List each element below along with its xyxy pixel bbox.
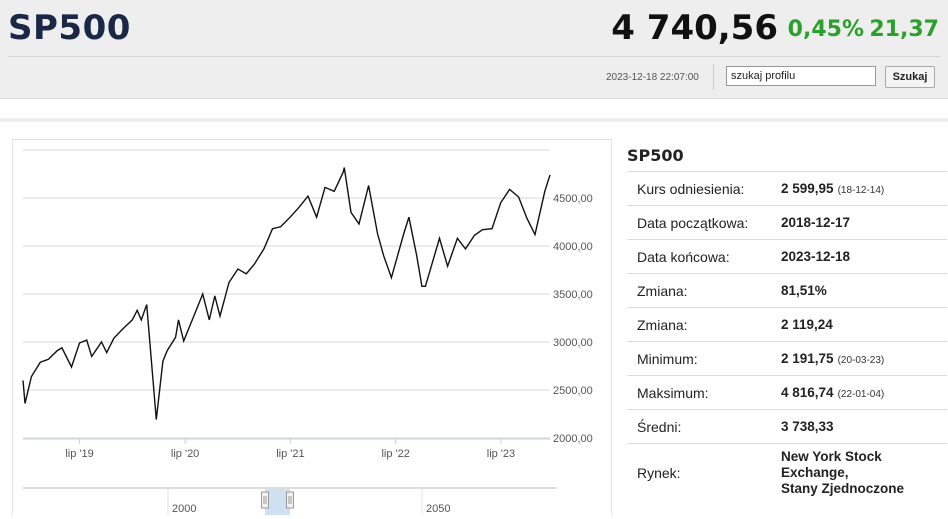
info-label: Zmiana: [627, 307, 781, 342]
info-row: Data początkowa: 2018-12-17 [627, 205, 947, 240]
info-value-cell: 2 119,24 [781, 307, 947, 342]
info-value: 2 599,95 [781, 181, 834, 196]
info-value-cell: 2 191,75 (20-03-23) [781, 341, 947, 376]
info-label: Data początkowa: [627, 205, 781, 240]
info-table: Kurs odniesienia: 2 599,95 (18-12-14) Data … [627, 171, 947, 502]
info-row: Data końcowa: 2023-12-18 [627, 239, 947, 274]
info-value-cell: 2023-12-18 [781, 239, 947, 274]
navigator-label: 2050 [426, 503, 450, 515]
info-row: Zmiana: 81,51% [627, 273, 947, 308]
info-value: 3 738,33 [781, 419, 834, 434]
info-row-market: Rynek: New York Stock Exchange, Stany Zjedn… [627, 443, 947, 502]
navigator-handle [286, 491, 294, 509]
x-tick-label: lip '21 [276, 448, 304, 460]
info-value: 2 119,24 [781, 317, 833, 332]
timestamp: 2023-12-18 22:07:00 [606, 72, 699, 83]
info-label: Data końcowa: [627, 239, 781, 274]
info-row: Minimum: 2 191,75 (20-03-23) [627, 341, 947, 376]
info-value-cell: 81,51% [781, 273, 947, 308]
last-price: 4 740,56 [611, 8, 778, 48]
info-date-note: (22-01-04) [837, 389, 885, 400]
market-line: Exchange, [781, 465, 849, 480]
info-label: Średni: [627, 409, 781, 444]
range-navigator[interactable]: 2000 2050 [23, 487, 557, 515]
y-tick-label: 3000,00 [553, 337, 593, 349]
chart-grid [23, 149, 550, 439]
info-value: 2 191,75 [781, 351, 834, 366]
info-value: 4 816,74 [781, 385, 834, 400]
x-tick-label: lip '19 [65, 448, 93, 460]
info-label: Kurs odniesienia: [627, 171, 781, 206]
quote-header: SP500 4 740,56 0,45% 21,37 2023-12-18 22… [0, 0, 948, 99]
toolbar-divider [713, 64, 714, 90]
x-tick-label: lip '22 [381, 448, 409, 460]
market-line: Stany Zjednoczone [781, 481, 905, 496]
market-value: New York Stock Exchange, Stany Zjednoczone [781, 443, 947, 502]
info-value-cell: 2 599,95 (18-12-14) [781, 171, 947, 206]
header-divider [8, 56, 940, 57]
y-tick-label: 4000,00 [553, 241, 593, 253]
info-row: Maksimum: 4 816,74 (22-01-04) [627, 375, 947, 410]
info-value-cell: 3 738,33 [781, 409, 947, 444]
y-tick-label: 4500,00 [553, 193, 593, 205]
y-tick-label: 2500,00 [553, 385, 593, 397]
info-value: 2018-12-17 [781, 215, 851, 230]
symbol-title: SP500 [8, 8, 131, 48]
info-date-note: (18-12-14) [837, 185, 885, 196]
info-value: 81,51% [781, 283, 827, 298]
info-value-cell: 4 816,74 (22-01-04) [781, 375, 947, 410]
x-axis: lip '19 lip '20 lip '21 lip '22 lip '23 [23, 438, 550, 460]
info-value-cell: 2018-12-17 [781, 205, 947, 240]
series-line [22, 167, 551, 420]
y-tick-label: 2000,00 [553, 433, 593, 445]
market-line: New York Stock [781, 449, 882, 464]
info-label: Maksimum: [627, 375, 781, 410]
info-row: Średni: 3 738,33 [627, 409, 947, 444]
change-absolute: 21,37 [869, 17, 939, 42]
info-value: 2023-12-18 [781, 249, 851, 264]
navigator-selection [265, 489, 290, 515]
change-percent: 0,45% [787, 17, 864, 42]
info-row: Kurs odniesienia: 2 599,95 (18-12-14) [627, 171, 947, 206]
info-title: SP500 [627, 146, 684, 165]
info-row: Zmiana: 2 119,24 [627, 307, 947, 342]
chart-frame [12, 139, 612, 515]
x-tick-label: lip '23 [487, 448, 515, 460]
search-input[interactable] [726, 66, 876, 86]
navigator-handle [261, 491, 269, 509]
info-label: Minimum: [627, 341, 781, 376]
info-label: Zmiana: [627, 273, 781, 308]
market-label: Rynek: [627, 443, 781, 502]
x-tick-label: lip '20 [171, 448, 199, 460]
search-button[interactable]: Szukaj [885, 66, 935, 88]
info-date-note: (20-03-23) [837, 355, 885, 366]
navigator-label: 2000 [172, 503, 196, 515]
y-tick-label: 3500,00 [553, 289, 593, 301]
y-axis: 2000,00 2500,00 3000,00 3500,00 4000,00 4500,… [553, 193, 593, 445]
